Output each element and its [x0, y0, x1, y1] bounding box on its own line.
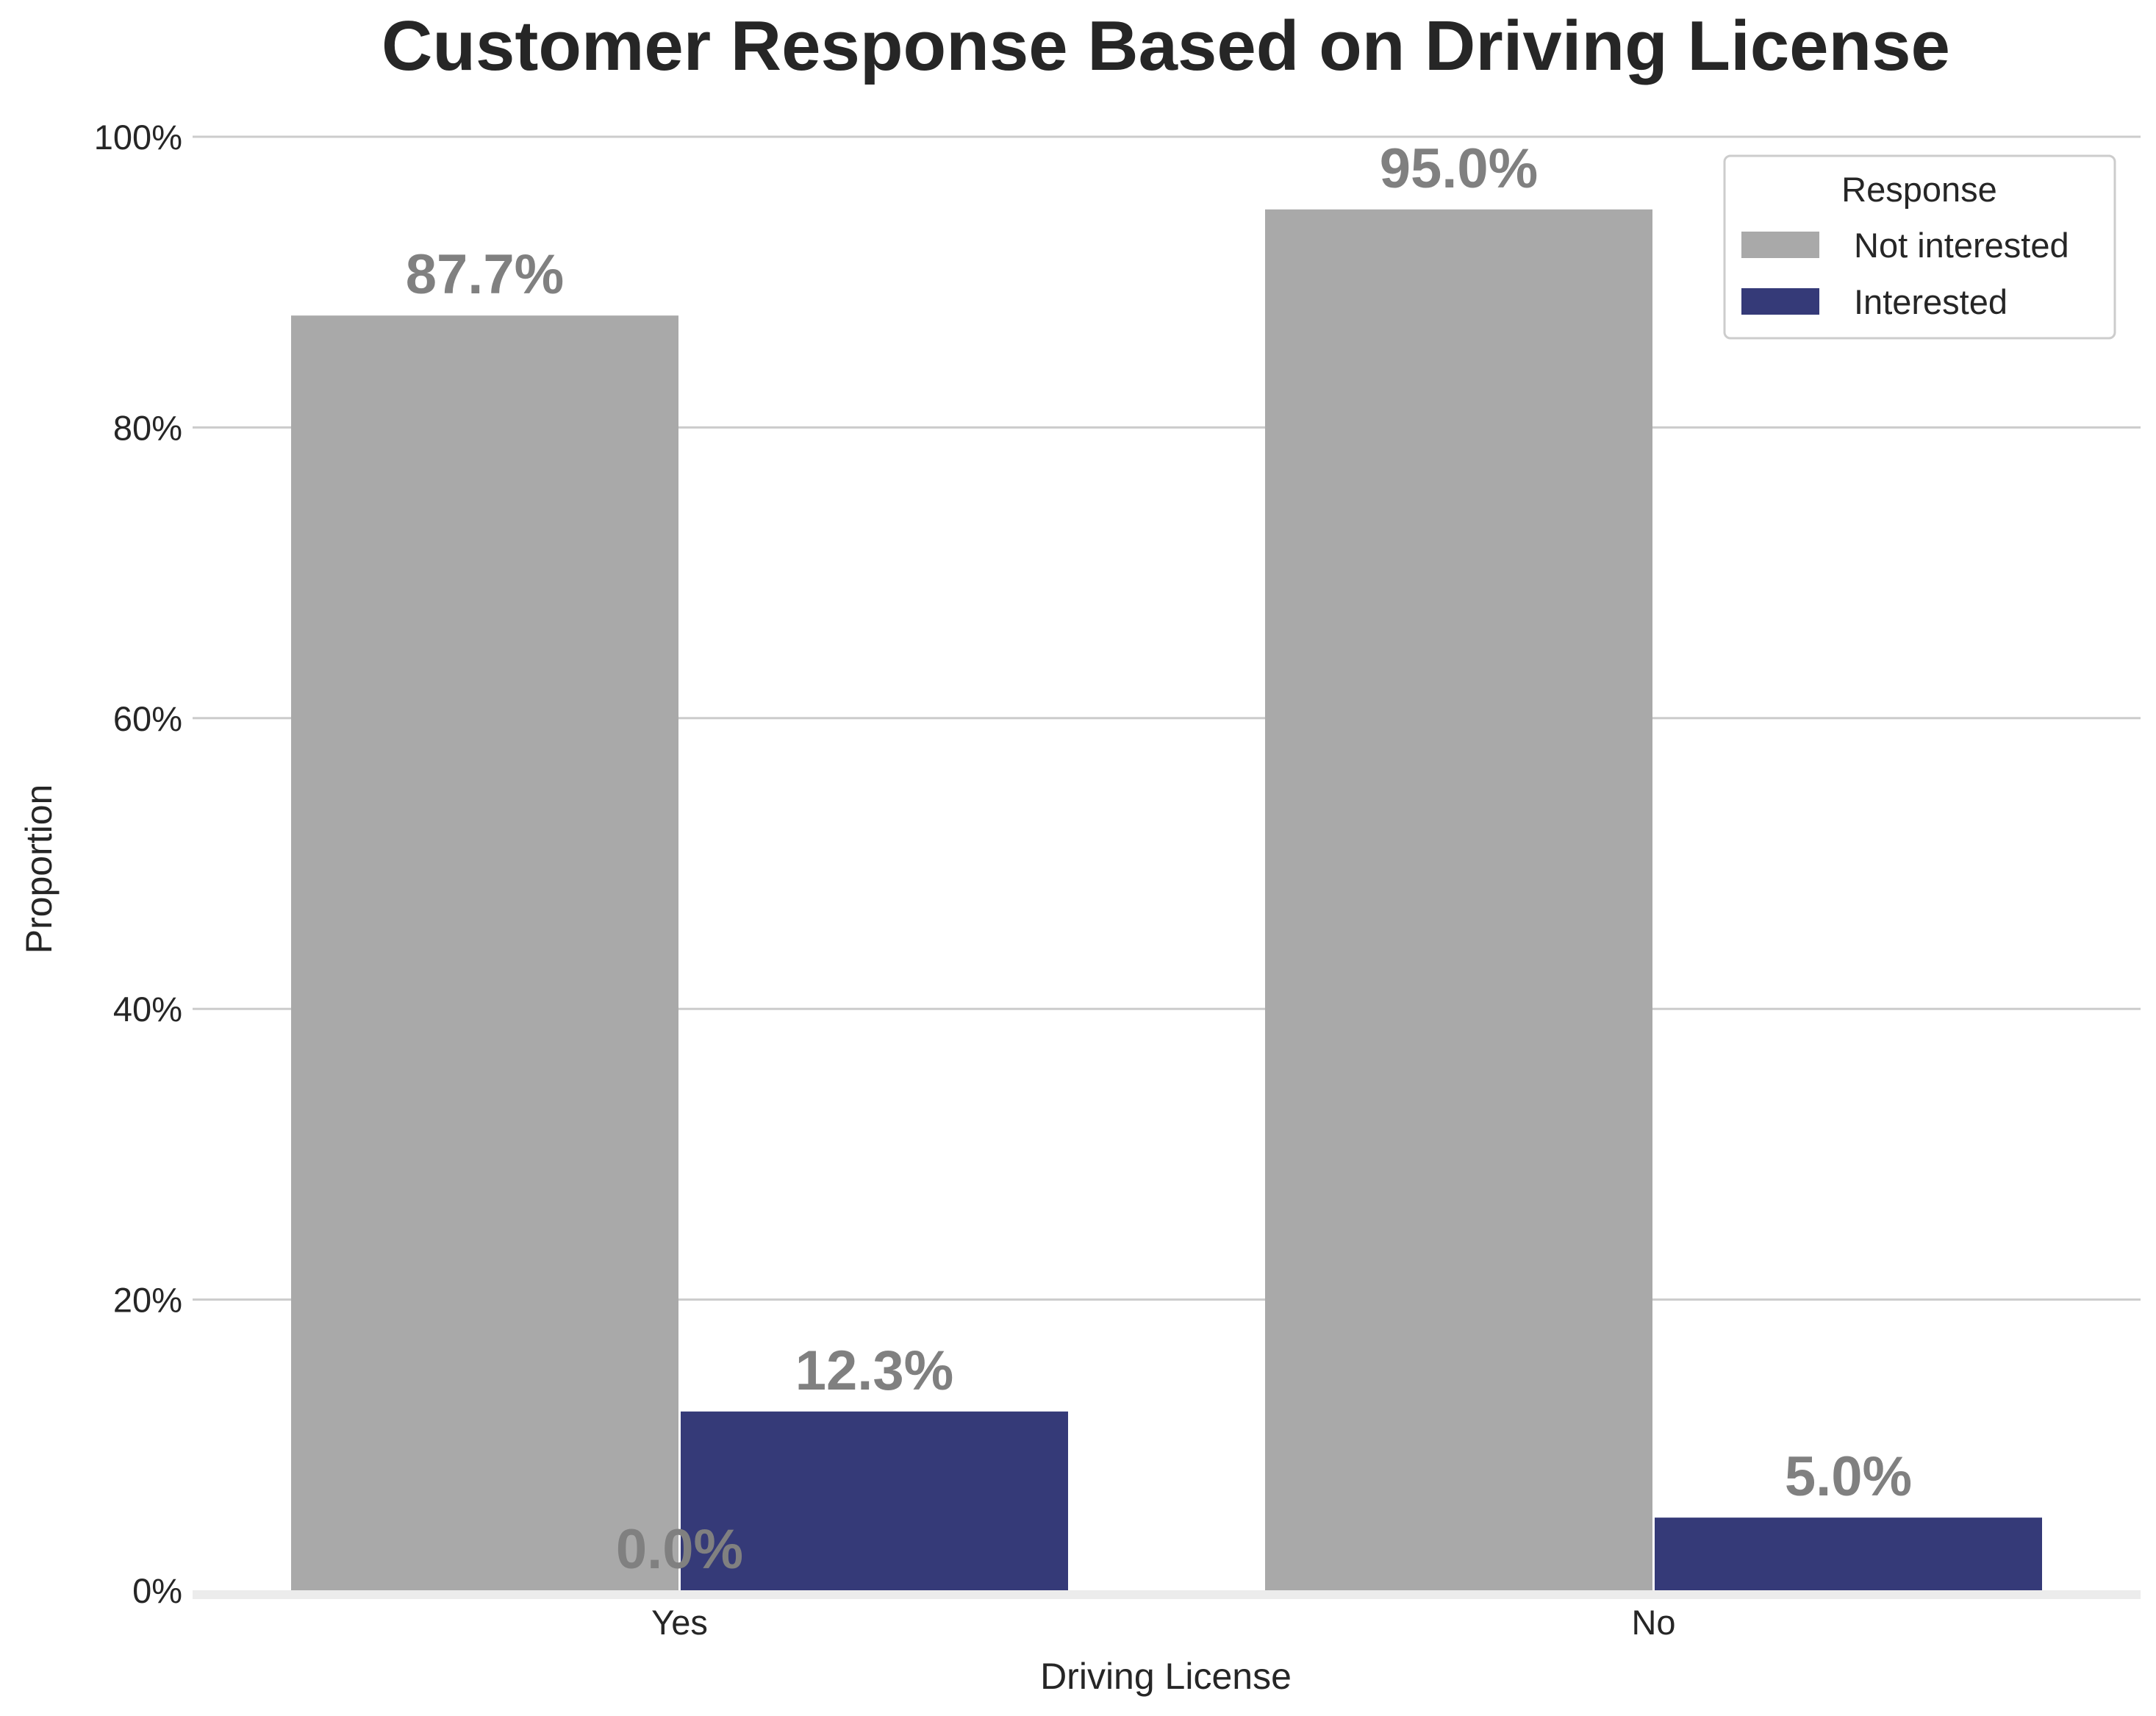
bar-not-interested	[1265, 209, 1652, 1591]
x-axis-label: Driving License	[1040, 1656, 1292, 1697]
bar-value-label: 87.7%	[406, 243, 565, 306]
legend-label: Not interested	[1854, 226, 2069, 265]
bar-labels: 87.7% 95.0% 12.3% 5.0% 0.0%	[406, 137, 1912, 1581]
bar-interested	[681, 1411, 1068, 1590]
x-tick-label: Yes	[651, 1603, 708, 1642]
y-tick-label: 20%	[113, 1281, 182, 1320]
x-tick-labels: Yes No	[651, 1603, 1675, 1642]
y-tick-label: 0%	[132, 1571, 182, 1610]
legend-swatch	[1741, 288, 1819, 315]
legend-frame	[1723, 154, 2116, 340]
x-tick-label: No	[1631, 1603, 1675, 1642]
bar-value-label: 5.0%	[1785, 1445, 1912, 1508]
legend-items: Not interested Interested	[1741, 226, 2069, 321]
legend-title: Response	[1841, 170, 1997, 209]
bar-not-interested	[291, 315, 678, 1590]
legend-swatch	[1741, 232, 1819, 258]
y-axis-label: Proportion	[18, 784, 60, 954]
y-tick-label: 40%	[113, 990, 182, 1029]
y-tick-label: 100%	[94, 118, 182, 157]
chart-title: Customer Response Based on Driving Licen…	[382, 7, 1950, 85]
bars	[291, 209, 2042, 1591]
y-tick-label: 60%	[113, 699, 182, 738]
legend: Response Not interested Interested	[1723, 154, 2116, 340]
bar-interested	[1655, 1517, 2042, 1590]
legend-label: Interested	[1854, 282, 2008, 321]
y-tick-labels: 0% 20% 40% 60% 80% 100%	[94, 118, 182, 1610]
bar-value-label: 95.0%	[1380, 137, 1539, 200]
y-tick-label: 80%	[113, 408, 182, 447]
bar-value-label: 0.0%	[616, 1518, 743, 1581]
x-axis-baseline	[193, 1590, 2141, 1599]
bar-value-label: 12.3%	[795, 1340, 954, 1402]
